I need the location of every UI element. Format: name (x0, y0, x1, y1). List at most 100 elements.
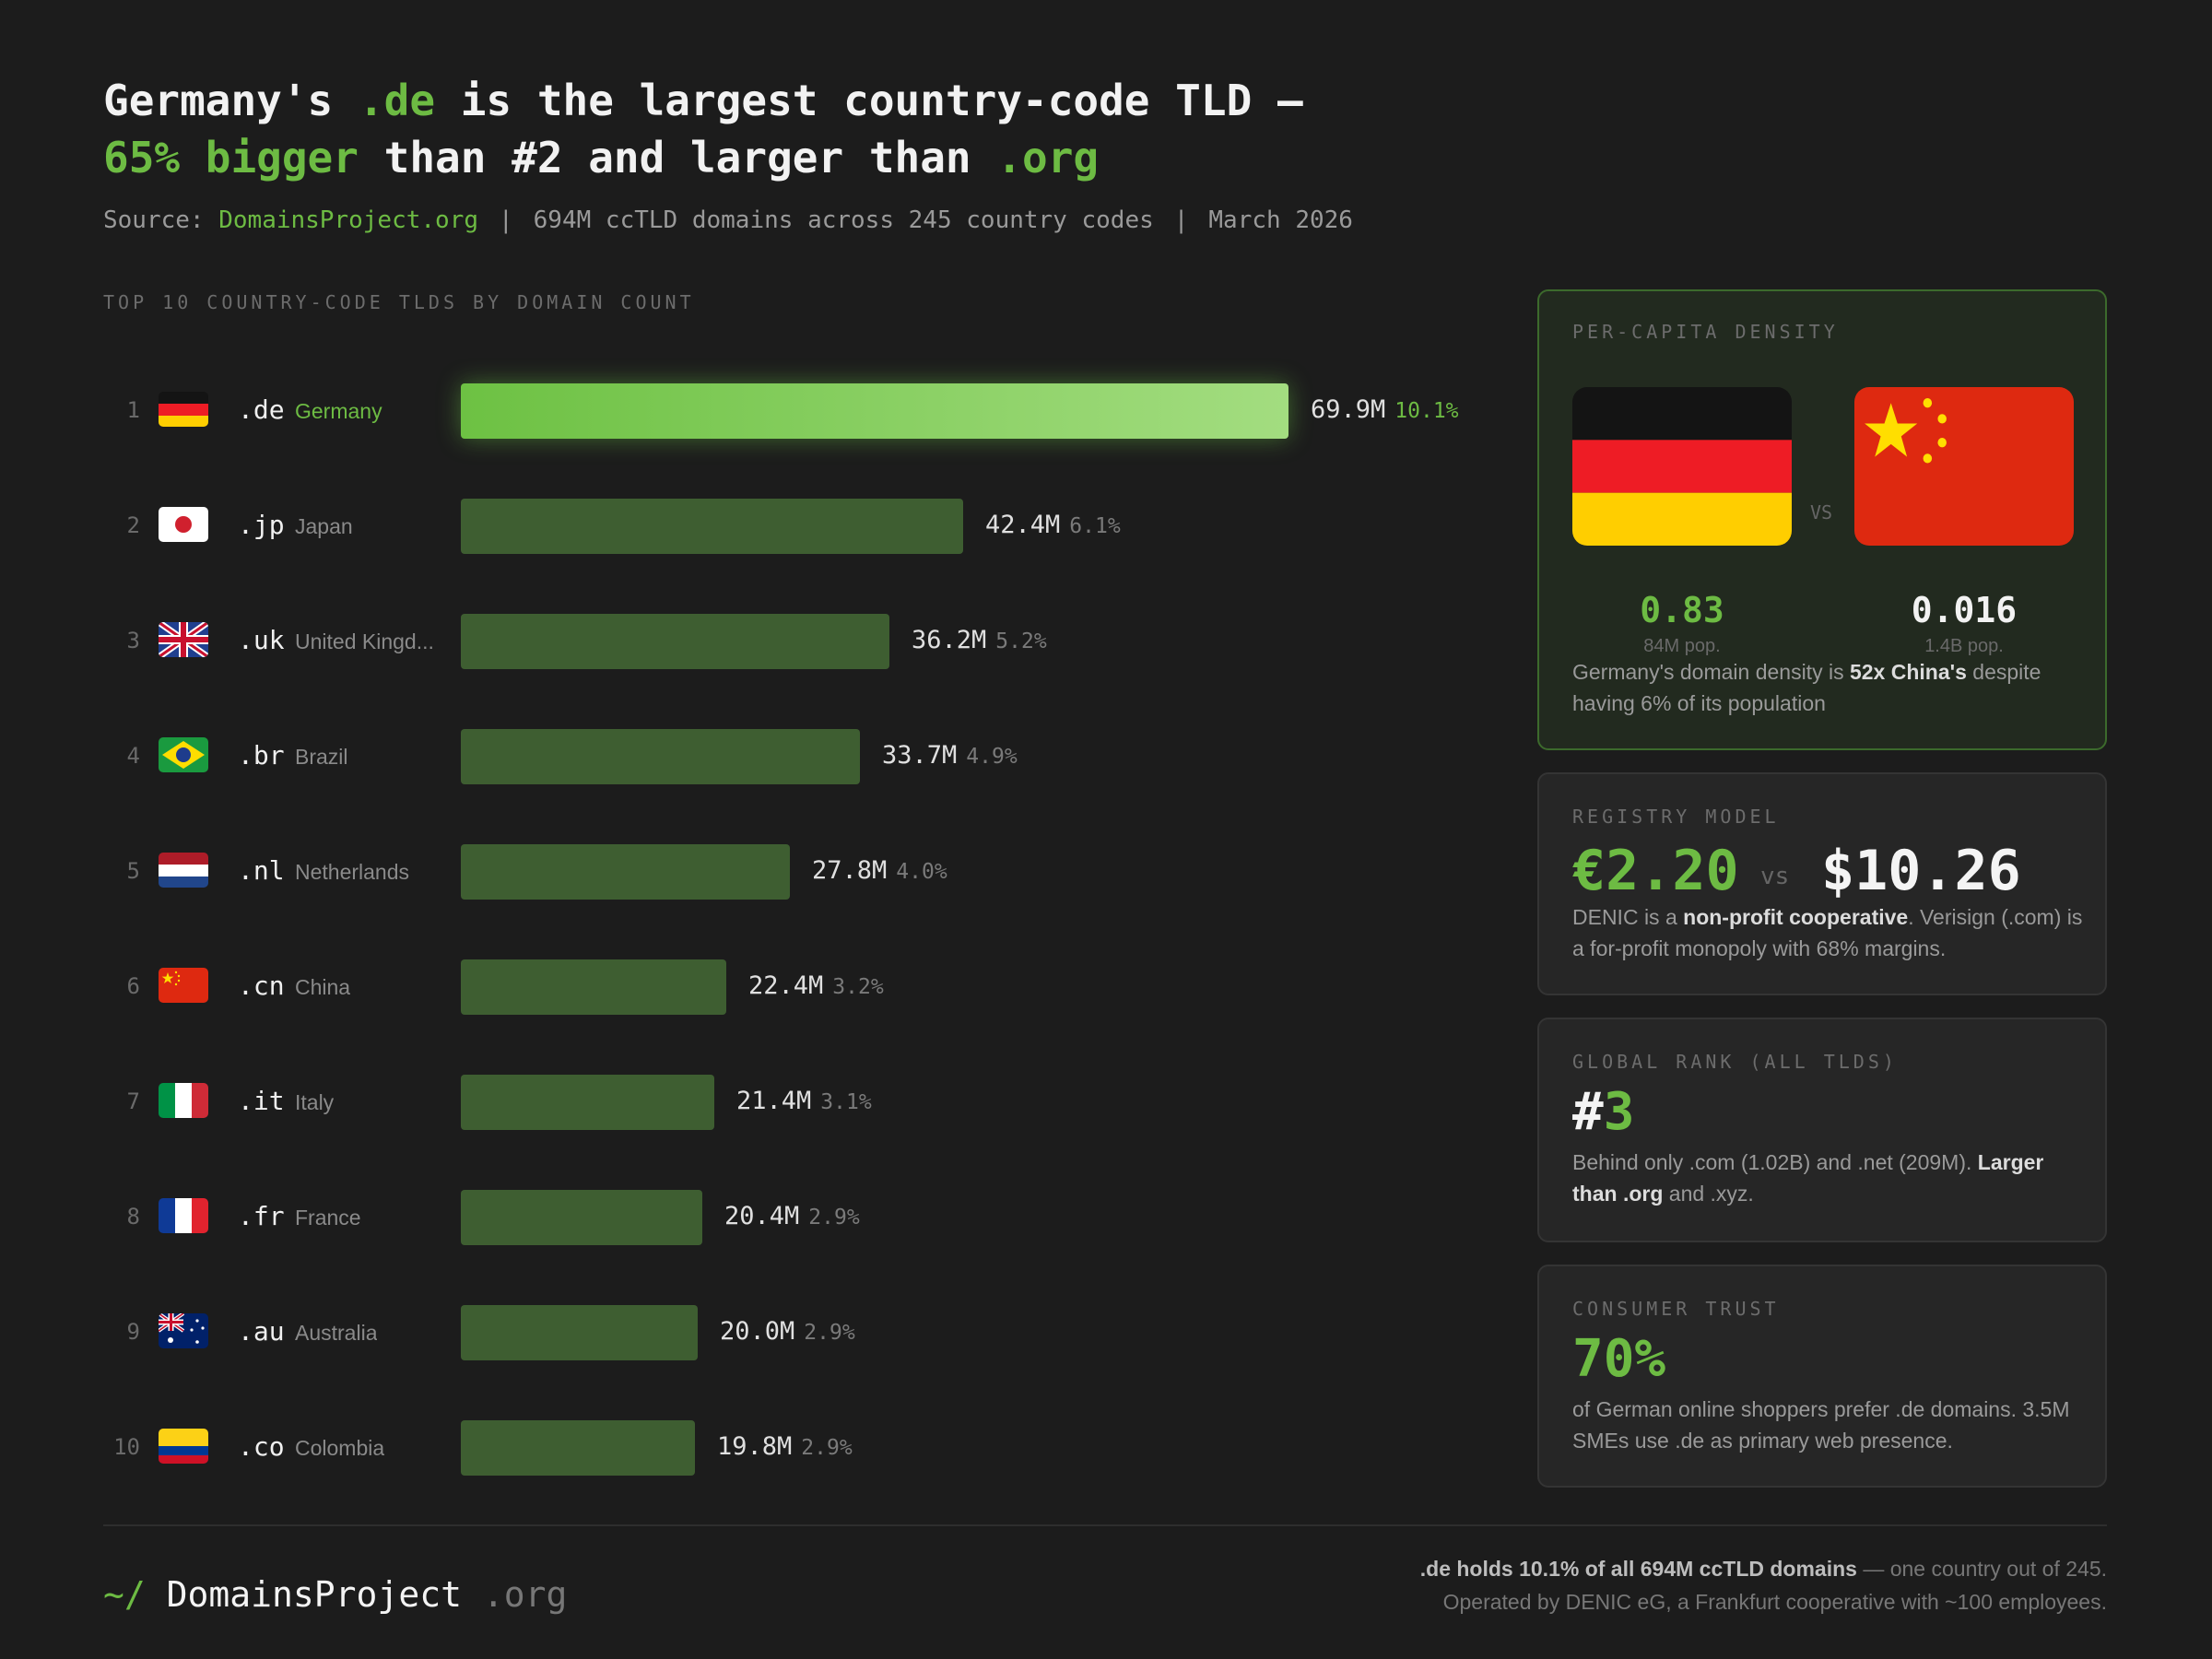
card-label: PER-CAPITA DENSITY (1572, 321, 1839, 343)
percent-text: 4.9% (966, 745, 1018, 769)
country-label: Australia (295, 1321, 378, 1345)
tld-label: .nl (238, 855, 285, 886)
tld-label: .it (238, 1086, 285, 1116)
value-text: 20.0M (720, 1317, 795, 1346)
tld-label: .br (238, 740, 285, 771)
density-card: PER-CAPITA DENSITY VS 0.83 84M pop. 0.01… (1537, 289, 2107, 750)
percent-text: 2.9% (808, 1206, 860, 1230)
subtitle: Source: DomainsProject.org | 694M ccTLD do… (103, 206, 1353, 234)
verisign-price: $10.26 (1821, 839, 2021, 903)
headline-text: Germany's (103, 76, 359, 125)
percent-text: 2.9% (801, 1436, 853, 1460)
rank-description: Behind only .com (1.02B) and .net (209M)… (1572, 1147, 2088, 1209)
text: Behind only .com (1.02B) and .net (209M)… (1572, 1150, 1978, 1174)
tld-label: .de (238, 394, 285, 425)
australia-flag-icon (159, 1313, 208, 1348)
country-label: Japan (295, 514, 353, 538)
separator: | (499, 206, 513, 234)
bar-au (461, 1305, 698, 1360)
bar-row: 7 .it Italy 21.4M 3.1% (103, 1075, 1504, 1130)
percent-text: 10.1% (1394, 399, 1459, 423)
value-label: 27.8M 4.0% (812, 856, 947, 885)
text: DENIC is a (1572, 905, 1684, 929)
value-label: 36.2M 5.2% (912, 626, 1047, 654)
text: despite having 6% of its population (1572, 660, 2041, 715)
headline-org: .org (996, 133, 1100, 182)
text-bold: Larger than .org (1572, 1150, 2044, 1206)
percent-text: 2.9% (804, 1321, 855, 1345)
bar-jp (461, 499, 963, 554)
rank-card: GLOBAL RANK (ALL TLDS) #3 Behind only .c… (1537, 1018, 2107, 1242)
country-label: Colombia (295, 1436, 385, 1460)
trust-card: CONSUMER TRUST 70% of German online shop… (1537, 1265, 2107, 1488)
bar-fr (461, 1190, 702, 1245)
country-label: Netherlands (295, 860, 410, 884)
bar-row: 10 .co Colombia 19.8M 2.9% (103, 1420, 1504, 1476)
trust-description: of German online shoppers prefer .de dom… (1572, 1397, 2070, 1453)
value-text: 36.2M (912, 626, 987, 654)
percent-text: 6.1% (1069, 514, 1121, 538)
logo-suffix: .org (482, 1574, 568, 1615)
value-label: 19.8M 2.9% (717, 1432, 853, 1461)
note-text: Operated by DENIC eG, a Frankfurt cooper… (1442, 1590, 2107, 1614)
rank-number: 6 (126, 973, 140, 999)
registry-description: DENIC is a non-profit cooperative. Veris… (1572, 901, 2088, 964)
country-label: United Kingd... (295, 629, 434, 653)
card-label: GLOBAL RANK (ALL TLDS) (1572, 1051, 1898, 1073)
china-population: 1.4B pop. (1924, 636, 2004, 656)
value-text: 33.7M (882, 741, 958, 770)
rank-number: 3 (126, 628, 140, 653)
rank-hash: # (1572, 1082, 1604, 1142)
japan-flag-icon (159, 507, 208, 542)
rank-number: 4 (126, 743, 140, 769)
tld-label: .co (238, 1431, 285, 1462)
registry-card: REGISTRY MODEL €2.20 vs $10.26 DENIC is … (1537, 772, 2107, 995)
france-flag-icon (159, 1198, 208, 1233)
value-label: 20.4M 2.9% (724, 1202, 860, 1230)
germany-flag-icon (1572, 387, 1792, 546)
bar-cn (461, 959, 726, 1015)
germany-flag-icon (159, 392, 208, 427)
text: and .xyz. (1663, 1182, 1754, 1206)
value-text: 42.4M (985, 511, 1061, 539)
bar-row: 5 .nl Netherlands 27.8M 4.0% (103, 844, 1504, 900)
rank-number: 1 (126, 397, 140, 423)
country-label: Germany (295, 399, 382, 423)
bar-row: 1 .de Germany 69.9M 10.1% (103, 383, 1504, 439)
density-description: Germany's domain density is 52x China's … (1572, 656, 2088, 719)
denic-price: €2.20 (1572, 839, 1739, 903)
value-text: 27.8M (812, 856, 888, 885)
trust-value: 70% (1572, 1329, 1666, 1389)
country-label: China (295, 975, 351, 999)
source-label: Source: (103, 206, 219, 234)
text-bold: 52x China's (1849, 660, 1967, 684)
country-label: Brazil (295, 745, 348, 769)
germany-density-value: 0.83 (1640, 590, 1724, 630)
percent-text: 4.0% (896, 860, 947, 884)
uk-flag-icon (159, 622, 208, 657)
source-link[interactable]: DomainsProject.org (218, 206, 478, 234)
brazil-flag-icon (159, 737, 208, 772)
bar-row: 9 .au Australia 20.0M 2.9% (103, 1305, 1504, 1360)
headline-de: .de (358, 76, 436, 125)
text-bold: non-profit cooperative (1683, 905, 1909, 929)
bar-row: 6 .cn China 22.4M 3.2% (103, 959, 1504, 1015)
card-label: REGISTRY MODEL (1572, 806, 1780, 828)
tld-label: .fr (238, 1201, 285, 1231)
rank-number: 10 (113, 1434, 140, 1460)
logo-name: DomainsProject (166, 1574, 462, 1615)
country-label: France (295, 1206, 361, 1230)
rank-value: #3 (1572, 1082, 1634, 1142)
bar-uk (461, 614, 889, 669)
footer-logo[interactable]: ~/ DomainsProject .org (103, 1574, 567, 1615)
value-label: 42.4M 6.1% (985, 511, 1121, 539)
china-density-value: 0.016 (1911, 590, 2018, 630)
tld-label: .uk (238, 625, 285, 655)
rank-number: 8 (126, 1204, 140, 1230)
value-text: 21.4M (736, 1087, 812, 1115)
vs-label: vs (1760, 863, 1790, 890)
percent-text: 5.2% (995, 629, 1047, 653)
value-label: 69.9M 10.1% (1311, 395, 1459, 424)
china-flag-icon (1854, 387, 2074, 546)
bar-br (461, 729, 860, 784)
